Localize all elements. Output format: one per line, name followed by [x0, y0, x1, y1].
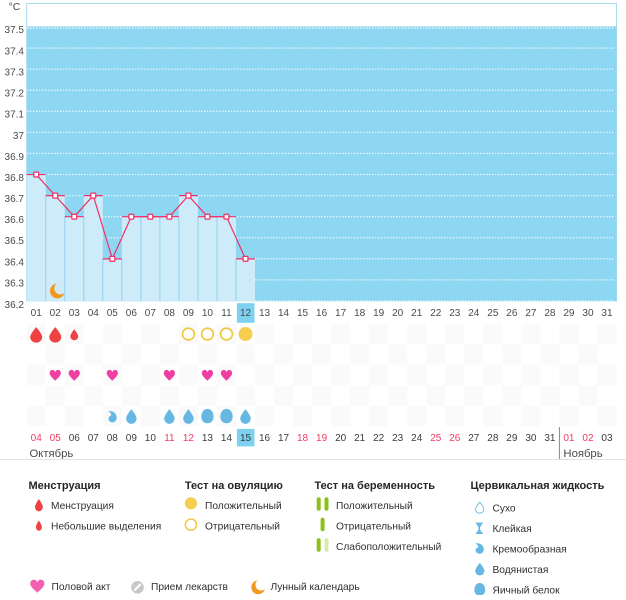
svg-text:Менструация: Менструация [29, 480, 101, 492]
svg-text:27: 27 [468, 433, 480, 444]
svg-text:08: 08 [107, 433, 119, 444]
svg-text:10: 10 [145, 433, 157, 444]
svg-text:22: 22 [373, 433, 385, 444]
svg-text:03: 03 [69, 308, 81, 319]
svg-text:37.2: 37.2 [5, 89, 25, 100]
svg-text:09: 09 [183, 308, 195, 319]
svg-text:36.4: 36.4 [5, 257, 25, 268]
svg-text:07: 07 [88, 433, 100, 444]
svg-text:28: 28 [544, 308, 556, 319]
svg-text:11: 11 [221, 308, 232, 319]
svg-text:23: 23 [392, 433, 404, 444]
svg-text:°C: °C [9, 1, 21, 13]
svg-text:Водянистая: Водянистая [493, 565, 549, 576]
svg-text:12: 12 [240, 308, 252, 319]
svg-text:10: 10 [202, 308, 214, 319]
svg-text:37.4: 37.4 [5, 46, 25, 57]
svg-text:23: 23 [449, 308, 461, 319]
svg-text:21: 21 [411, 308, 423, 319]
svg-text:15: 15 [297, 308, 309, 319]
svg-text:19: 19 [316, 433, 328, 444]
svg-text:22: 22 [430, 308, 442, 319]
svg-text:05: 05 [107, 308, 119, 319]
svg-text:37: 37 [13, 131, 25, 142]
svg-text:03: 03 [601, 433, 613, 444]
svg-text:14: 14 [278, 308, 290, 319]
svg-text:07: 07 [145, 308, 157, 319]
svg-text:21: 21 [354, 433, 366, 444]
svg-text:Яичный белок: Яичный белок [493, 584, 561, 595]
svg-text:36.3: 36.3 [5, 278, 25, 289]
svg-text:24: 24 [411, 433, 423, 444]
svg-text:20: 20 [392, 308, 404, 319]
svg-text:12: 12 [183, 433, 195, 444]
svg-text:Отрицательный: Отрицательный [205, 521, 280, 532]
svg-text:01: 01 [563, 433, 575, 444]
svg-text:Цервикальная жидкость: Цервикальная жидкость [471, 480, 605, 492]
svg-text:Кремообразная: Кремообразная [493, 543, 567, 555]
svg-text:09: 09 [126, 433, 138, 444]
svg-text:36.8: 36.8 [5, 173, 25, 184]
svg-text:16: 16 [259, 433, 271, 444]
svg-text:31: 31 [601, 308, 613, 319]
svg-text:Слабоположительный: Слабоположительный [336, 541, 441, 553]
svg-text:11: 11 [164, 433, 175, 444]
svg-text:19: 19 [373, 308, 385, 319]
svg-text:18: 18 [354, 308, 366, 319]
svg-text:15: 15 [240, 433, 252, 444]
svg-text:27: 27 [525, 308, 537, 319]
svg-text:17: 17 [335, 308, 347, 319]
svg-text:30: 30 [525, 433, 537, 444]
svg-text:Сухо: Сухо [493, 503, 516, 514]
svg-text:29: 29 [563, 308, 575, 319]
svg-text:36.9: 36.9 [5, 152, 25, 163]
svg-text:08: 08 [164, 308, 176, 319]
svg-text:13: 13 [202, 433, 214, 444]
svg-text:25: 25 [430, 433, 442, 444]
svg-text:04: 04 [88, 308, 100, 319]
svg-text:29: 29 [506, 433, 518, 444]
svg-text:37.5: 37.5 [5, 25, 25, 36]
svg-text:18: 18 [297, 433, 309, 444]
svg-text:06: 06 [126, 308, 138, 319]
svg-text:01: 01 [31, 308, 43, 319]
svg-text:31: 31 [544, 433, 556, 444]
svg-text:02: 02 [50, 308, 62, 319]
svg-text:Октябрь: Октябрь [30, 448, 74, 460]
svg-text:24: 24 [468, 308, 480, 319]
svg-text:14: 14 [221, 433, 233, 444]
svg-text:06: 06 [69, 433, 81, 444]
svg-text:25: 25 [487, 308, 499, 319]
svg-text:36.7: 36.7 [5, 194, 25, 205]
svg-text:37.1: 37.1 [5, 110, 25, 121]
svg-text:Тест на беременность: Тест на беременность [315, 480, 436, 492]
svg-text:Небольшие выделения: Небольшие выделения [51, 520, 161, 532]
svg-text:05: 05 [50, 433, 62, 444]
svg-text:02: 02 [582, 433, 594, 444]
svg-text:20: 20 [335, 433, 347, 444]
svg-text:36.5: 36.5 [5, 236, 25, 247]
svg-text:26: 26 [506, 308, 518, 319]
svg-text:30: 30 [582, 308, 594, 319]
svg-text:36.2: 36.2 [5, 300, 25, 311]
svg-text:17: 17 [278, 433, 290, 444]
svg-text:Тест на овуляцию: Тест на овуляцию [185, 480, 283, 492]
svg-text:36.6: 36.6 [5, 215, 25, 226]
svg-text:Клейкая: Клейкая [493, 524, 532, 535]
svg-text:Положительный: Положительный [205, 501, 282, 512]
svg-text:Менструация: Менструация [51, 501, 114, 512]
svg-text:Лунный календарь: Лунный календарь [271, 582, 360, 593]
svg-text:04: 04 [31, 433, 43, 444]
svg-text:Положительный: Положительный [336, 501, 413, 512]
svg-text:Половой акт: Половой акт [52, 582, 111, 593]
svg-text:Отрицательный: Отрицательный [336, 521, 411, 532]
svg-text:13: 13 [259, 308, 271, 319]
svg-text:37.3: 37.3 [5, 68, 25, 79]
svg-text:26: 26 [449, 433, 461, 444]
svg-text:28: 28 [487, 433, 499, 444]
svg-text:Прием лекарств: Прием лекарств [151, 582, 228, 593]
svg-text:Ноябрь: Ноябрь [563, 448, 602, 460]
svg-text:16: 16 [316, 308, 328, 319]
